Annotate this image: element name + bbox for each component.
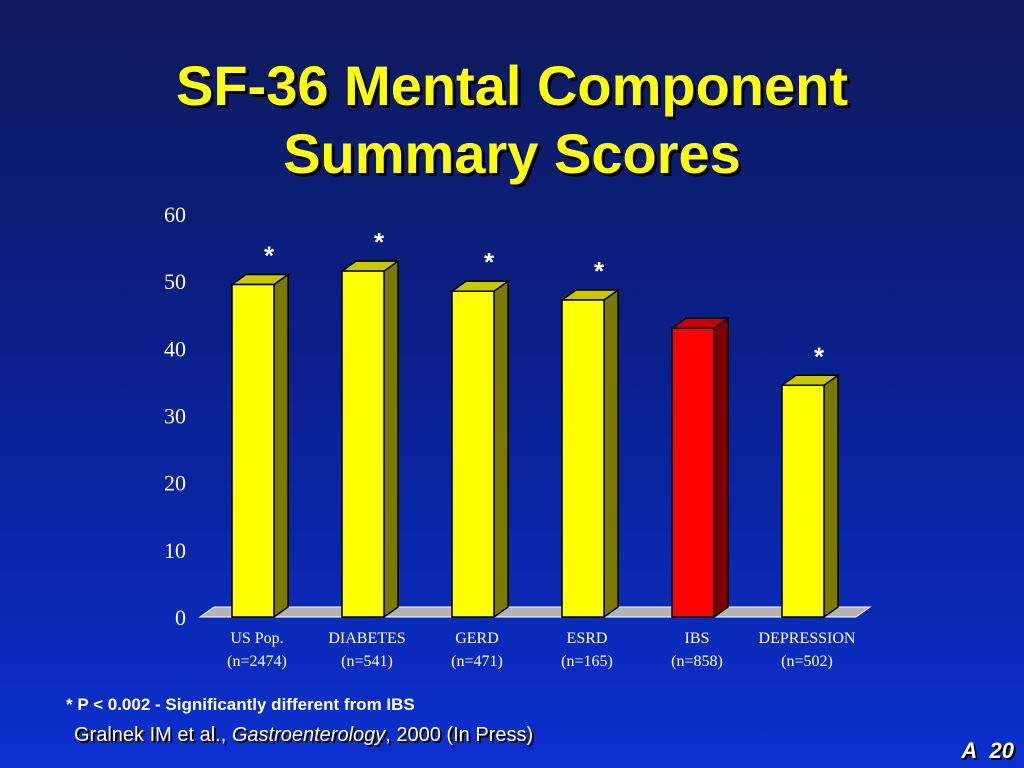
- bar-side: [273, 273, 289, 619]
- significance-footnote: * P < 0.002 - Significantly different fr…: [66, 695, 415, 714]
- bar-side: [493, 279, 509, 619]
- bar-side: [383, 259, 399, 619]
- title-line-1: SF-36 Mental Component: [175, 54, 849, 117]
- significance-marker: *: [264, 241, 275, 271]
- x-category-label: DIABETES: [328, 630, 405, 647]
- bar-side: [603, 288, 619, 619]
- bar: [341, 270, 385, 618]
- x-category-label: DEPRESSION: [759, 630, 856, 647]
- y-tick-label: 60: [164, 202, 186, 227]
- y-tick-label: 10: [164, 538, 186, 563]
- citation: Gralnek IM et al., Gastroenterology, 200…: [74, 722, 533, 748]
- bar: [671, 327, 715, 618]
- x-category-label: ESRD: [567, 630, 608, 647]
- slide-letter: A: [961, 738, 978, 763]
- bar: [231, 283, 275, 618]
- bar: [561, 299, 605, 618]
- x-category-label: IBS: [685, 630, 710, 647]
- citation-journal: Gastroenterology: [231, 724, 386, 746]
- x-category-label: GERD: [455, 630, 499, 647]
- bar-side: [823, 373, 839, 619]
- title-line-2: Summary Scores: [283, 122, 741, 185]
- x-sample-size-label: (n=858): [671, 653, 723, 670]
- slide-title: SF-36 Mental Component Summary Scores: [0, 52, 1024, 188]
- bar-side: [713, 316, 729, 619]
- y-tick-label: 50: [164, 269, 186, 294]
- bar: [451, 290, 495, 618]
- bar: [781, 384, 825, 618]
- x-sample-size-label: (n=541): [341, 653, 393, 670]
- y-tick-label: 20: [164, 471, 186, 496]
- y-tick-label: 40: [164, 336, 186, 361]
- x-sample-size-label: (n=502): [781, 653, 833, 670]
- y-tick-label: 30: [164, 404, 186, 429]
- citation-details: , 2000 (In Press): [385, 724, 534, 746]
- x-sample-size-label: (n=471): [451, 653, 503, 670]
- x-sample-size-label: (n=165): [561, 653, 613, 670]
- y-tick-label: 0: [175, 605, 186, 630]
- significance-marker: *: [594, 256, 605, 286]
- citation-authors: Gralnek IM et al.,: [74, 724, 232, 746]
- significance-marker: *: [814, 341, 825, 371]
- significance-marker: *: [484, 247, 495, 277]
- x-category-label: US Pop.: [230, 630, 283, 647]
- x-sample-size-label: (n=2474): [227, 653, 287, 670]
- chart-floor: [198, 606, 872, 618]
- slide-number: A 20: [961, 738, 1014, 764]
- significance-marker: *: [374, 227, 385, 257]
- slide-page: 20: [989, 738, 1014, 763]
